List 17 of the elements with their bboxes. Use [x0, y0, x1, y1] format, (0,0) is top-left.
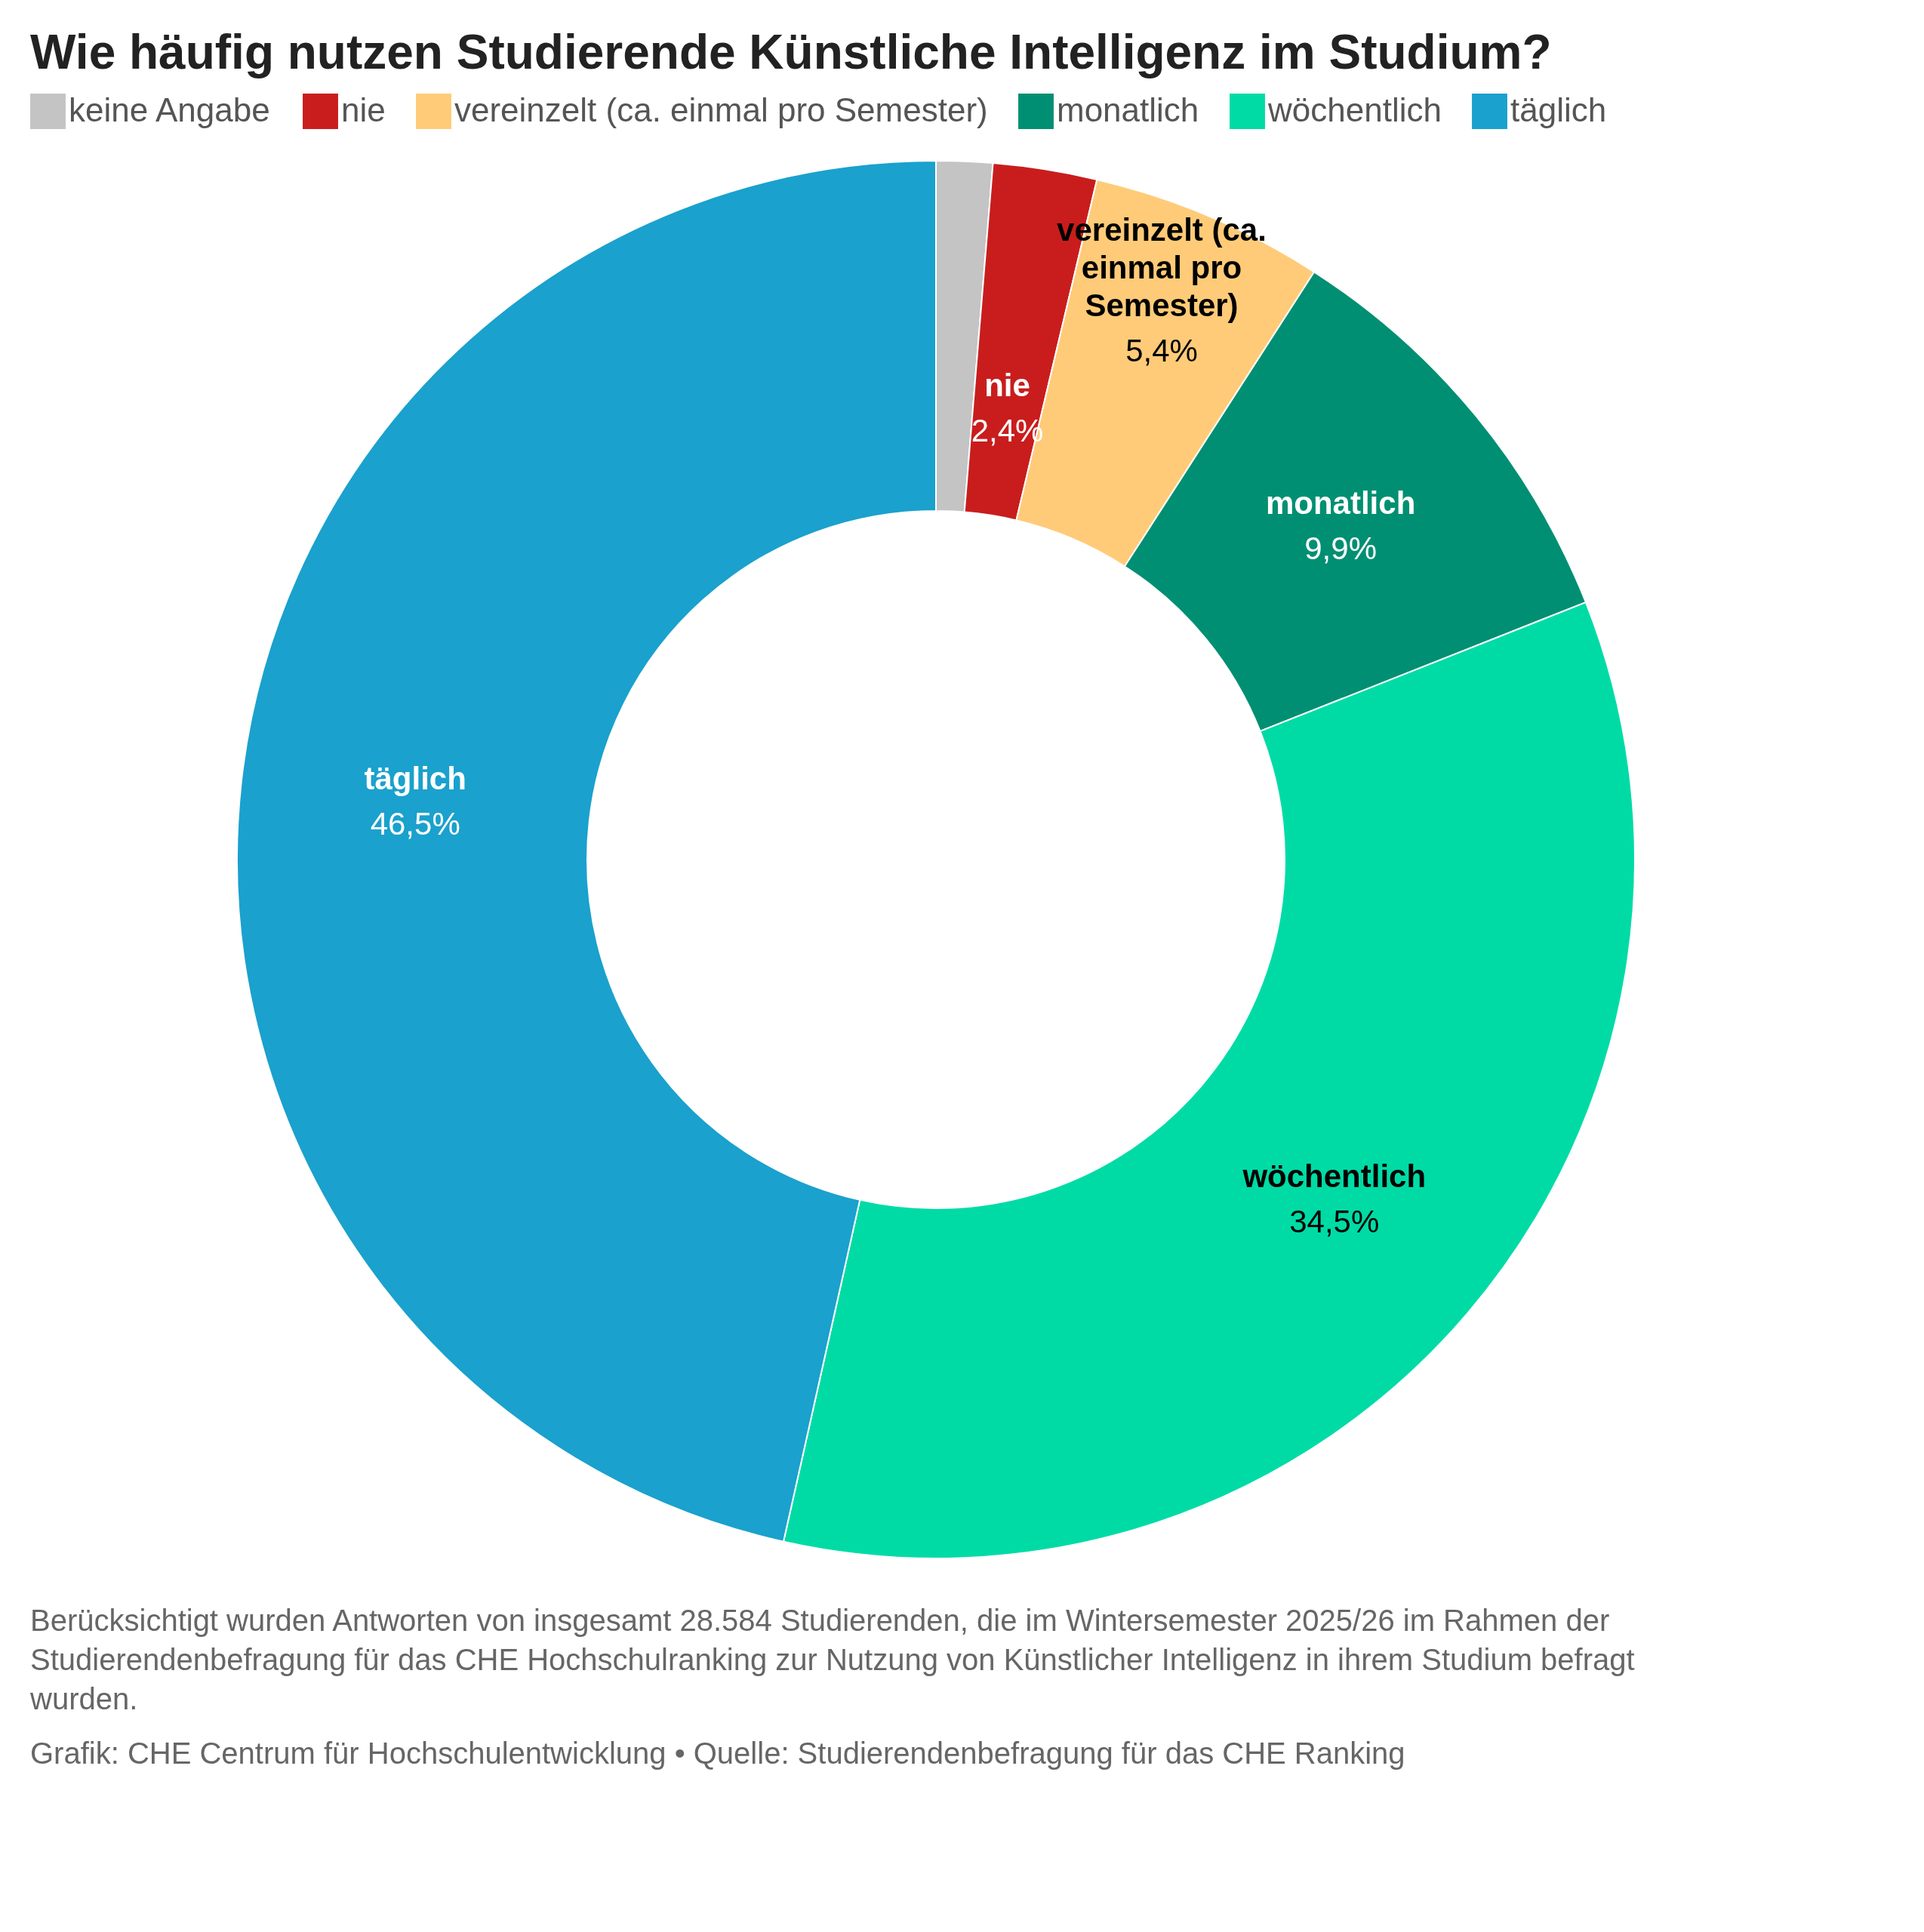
slice-label: wöchentlich [1242, 1158, 1427, 1194]
legend-label: nie [341, 91, 386, 128]
data-label: 34,5% [1289, 1203, 1380, 1239]
legend-label: vereinzelt (ca. einmal pro Semester) [454, 91, 988, 128]
chart-title: Wie häufig nutzen Studierende Künstliche Intelligenz im Studium? [30, 25, 1552, 79]
slice-label: nie [984, 368, 1030, 404]
data-label: 5,4% [1125, 332, 1198, 368]
data-label: 9,9% [1304, 531, 1377, 567]
text: Grafik: CHE Centrum für Hochschulentwicklung • Quelle: Studierendenbefragung für das CHE Ranking [30, 1737, 1405, 1770]
data-label: 46,5% [370, 805, 460, 841]
legend-label: wöchentlich [1267, 91, 1442, 128]
legend-label: keine Angabe [69, 91, 270, 128]
slice-label: monatlich [1265, 485, 1416, 521]
legend-label: täglich [1510, 91, 1607, 128]
slice-label: täglich [364, 760, 466, 796]
text: Berücksichtigt wurden Antworten von insgesamt 28.584 Studierenden, die im Wintersemester 2025/26 im Rahmen der Studierendenbefragung für das CHE Hochschulranking zur Nutzung von Künstlicher Intelligenz in ihrem Studium befragt wurden. [29, 1604, 1635, 1715]
legend-label: monatlich [1057, 91, 1199, 128]
